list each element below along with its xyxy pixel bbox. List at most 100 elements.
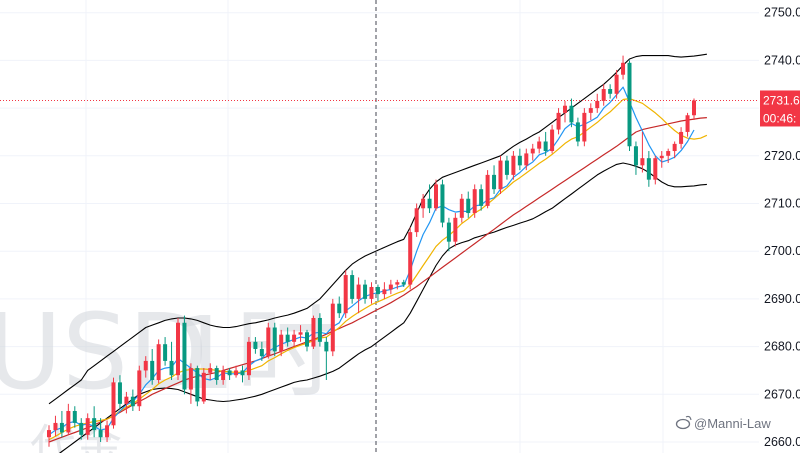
candle-body bbox=[382, 289, 387, 295]
candle bbox=[195, 365, 200, 407]
candle bbox=[350, 270, 355, 304]
candle bbox=[188, 363, 193, 404]
candle bbox=[240, 365, 245, 383]
candle bbox=[537, 136, 542, 154]
candle bbox=[588, 103, 593, 121]
candle-body bbox=[150, 360, 155, 380]
candle bbox=[324, 337, 329, 380]
candle bbox=[556, 108, 561, 135]
last-price-value: 2731.6 bbox=[763, 93, 800, 107]
candle bbox=[337, 296, 342, 318]
credit-handle: @Manni-Law bbox=[694, 416, 771, 431]
candle-body bbox=[124, 396, 129, 404]
candle-body bbox=[472, 189, 477, 214]
candle-body bbox=[246, 341, 251, 376]
candle-body bbox=[363, 284, 368, 299]
candle-body bbox=[401, 282, 406, 285]
candle-body bbox=[240, 370, 245, 376]
candle-body bbox=[98, 430, 103, 438]
candle bbox=[137, 365, 142, 411]
price-tick-label: 2740.0 bbox=[764, 53, 800, 67]
candle bbox=[479, 184, 484, 211]
candle-body bbox=[292, 334, 297, 342]
candle bbox=[666, 148, 671, 163]
candle-body bbox=[285, 334, 290, 342]
candle-body bbox=[646, 158, 651, 180]
candle bbox=[356, 277, 361, 314]
candle bbox=[124, 391, 129, 414]
candle-body bbox=[517, 155, 522, 166]
candle bbox=[266, 322, 271, 359]
candles bbox=[47, 55, 696, 447]
candle-body bbox=[350, 275, 355, 299]
candle-body bbox=[201, 372, 206, 402]
candle bbox=[285, 327, 290, 347]
candle-body bbox=[272, 327, 277, 352]
candle bbox=[530, 143, 535, 161]
candle-body bbox=[459, 198, 464, 218]
candle-body bbox=[492, 174, 497, 190]
candle-body bbox=[427, 198, 432, 209]
price-tick-label: 2710.0 bbox=[764, 197, 800, 211]
candle-body bbox=[453, 217, 458, 242]
candle-body bbox=[305, 332, 309, 347]
candle bbox=[485, 170, 490, 209]
candle bbox=[633, 141, 638, 175]
candle bbox=[672, 141, 677, 159]
candle-body bbox=[188, 368, 193, 390]
candle-body bbox=[504, 160, 509, 175]
candle-body bbox=[298, 332, 303, 335]
candle-body bbox=[356, 284, 361, 299]
watermark: USD 1时 代金 bbox=[0, 291, 336, 458]
candle-body bbox=[137, 370, 142, 407]
candle bbox=[692, 98, 696, 121]
candle bbox=[434, 179, 438, 211]
price-axis-labels: 2660.0 2670.0 2680.0 2690.0 2700.0 2710.0 2720… bbox=[764, 6, 800, 449]
candle bbox=[292, 329, 297, 347]
candle-body bbox=[337, 303, 342, 314]
candle bbox=[201, 368, 206, 404]
candle-body bbox=[640, 158, 645, 166]
candle bbox=[601, 84, 606, 106]
candle-countdown: 00:46: bbox=[763, 111, 796, 125]
price-tick-label: 2660.0 bbox=[764, 435, 800, 449]
candle-body bbox=[524, 153, 529, 166]
candle bbox=[150, 348, 155, 385]
candle bbox=[582, 108, 587, 147]
candle bbox=[543, 131, 548, 156]
candle bbox=[401, 279, 406, 287]
price-tick-label: 2700.0 bbox=[764, 244, 800, 258]
price-axis[interactable] bbox=[759, 0, 800, 453]
last-price-tag: 2731.6 00:46: bbox=[760, 90, 800, 127]
candle bbox=[221, 365, 226, 385]
candle-body bbox=[143, 360, 148, 371]
candle bbox=[259, 341, 264, 361]
candle bbox=[427, 184, 432, 214]
horizontal-gridlines bbox=[0, 12, 760, 443]
candle bbox=[472, 184, 477, 218]
candle bbox=[66, 403, 71, 435]
candle-body bbox=[563, 105, 567, 113]
candle-body bbox=[608, 89, 613, 94]
candle bbox=[92, 406, 97, 438]
candle-body bbox=[72, 410, 77, 423]
candle bbox=[279, 329, 284, 357]
candle bbox=[343, 270, 348, 318]
candle bbox=[446, 217, 451, 252]
candle bbox=[176, 317, 180, 380]
candle bbox=[563, 100, 567, 123]
candle bbox=[524, 148, 529, 171]
weibo-icon bbox=[675, 415, 692, 430]
candle bbox=[375, 284, 380, 302]
candle bbox=[156, 339, 161, 384]
candle-body bbox=[117, 382, 122, 404]
candle bbox=[640, 131, 645, 173]
candle bbox=[246, 337, 251, 380]
candle-body bbox=[234, 370, 239, 376]
last-price-tag-bg bbox=[760, 90, 800, 127]
candle bbox=[659, 151, 664, 168]
candle bbox=[111, 377, 116, 429]
